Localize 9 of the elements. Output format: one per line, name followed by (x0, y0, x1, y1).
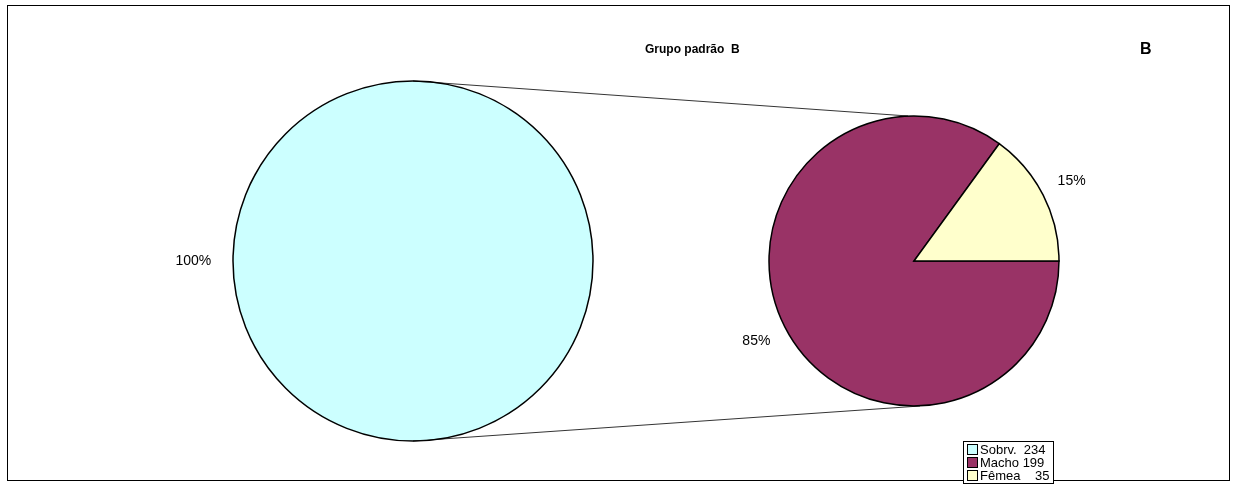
chart-title: Grupo padrão B (645, 42, 740, 56)
pie-slice (768, 115, 1060, 407)
text: B (1140, 40, 1152, 58)
data-label: 85% (742, 332, 771, 349)
legend-label: Macho 199 (979, 455, 1046, 470)
legend-label: Fêmea 35 (979, 468, 1050, 483)
data-label: 100% (175, 252, 212, 268)
legend-label: Sobrv. 234 (979, 442, 1047, 457)
data-label: 15% (1057, 171, 1086, 188)
